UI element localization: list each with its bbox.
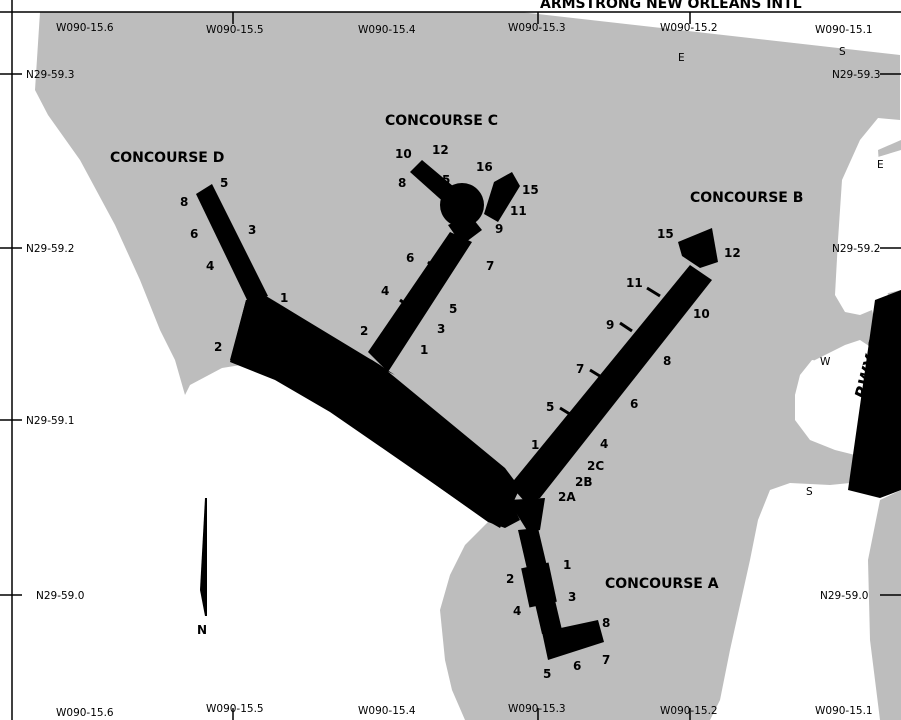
- left-lat-2: N29-59.2: [26, 243, 74, 255]
- gate-label: 1: [563, 558, 571, 572]
- gate-label: 10: [395, 147, 412, 161]
- bottom-lon-6: W090-15.1: [815, 705, 873, 717]
- gate-label: 9: [606, 318, 614, 332]
- gate-label: 9: [495, 222, 503, 236]
- gate-label: 2A: [558, 490, 576, 504]
- gate-label: 8: [602, 616, 610, 630]
- taxiway-e-top: E: [678, 52, 685, 64]
- right-lat-3: N29-59.0: [820, 590, 868, 602]
- gate-label: 8: [180, 195, 188, 209]
- gate-label: 10: [693, 307, 710, 321]
- right-lat-2: N29-59.2: [832, 243, 880, 255]
- gate-label: 16: [476, 160, 493, 174]
- gate-label: 6: [190, 227, 198, 241]
- concourse-b-label: CONCOURSE B: [690, 190, 803, 206]
- gate-label: 5: [220, 176, 228, 190]
- gate-label: 6: [573, 659, 581, 673]
- gate-label: 2B: [575, 475, 593, 489]
- gate-label: 2: [214, 340, 222, 354]
- taxiway-e-right: E: [877, 159, 884, 171]
- gate-label: 7: [576, 362, 584, 376]
- north-arrow-icon: [200, 498, 207, 616]
- gate-label: 1: [280, 291, 288, 305]
- taxiway-w: W: [820, 356, 831, 368]
- airport-title: ARMSTRONG NEW ORLEANS INTL: [540, 0, 802, 12]
- gate-label: 5: [449, 302, 457, 316]
- top-lon-2: W090-15.5: [206, 24, 264, 36]
- left-lat-3: N29-59.1: [26, 415, 74, 427]
- infield-top: [842, 150, 901, 300]
- bottom-lon-5: W090-15.2: [660, 705, 718, 717]
- left-lat-1: N29-59.3: [26, 69, 74, 81]
- gate-label: 8: [398, 176, 406, 190]
- gate-label: 11: [626, 276, 643, 290]
- gate-label: 6: [406, 251, 414, 265]
- bottom-lon-4: W090-15.3: [508, 703, 566, 715]
- gate-label: 15: [522, 183, 539, 197]
- gate-label: 11: [510, 204, 527, 218]
- gate-label: 8: [663, 354, 671, 368]
- concourse-c-label: CONCOURSE C: [385, 113, 498, 129]
- gate-label: 2C: [587, 459, 604, 473]
- gate-label: 4: [381, 284, 389, 298]
- gate-label: 4: [600, 437, 608, 451]
- gate-label: 5: [543, 667, 551, 681]
- north-label: N: [197, 623, 207, 637]
- bottom-lon-2: W090-15.5: [206, 703, 264, 715]
- gate-label: 1: [531, 438, 539, 452]
- top-lon-3: W090-15.4: [358, 24, 416, 36]
- gate-label: 15: [657, 227, 674, 241]
- bottom-lon-3: W090-15.4: [358, 705, 416, 717]
- top-lon-5: W090-15.2: [660, 22, 718, 34]
- gate-label: 3: [248, 223, 256, 237]
- top-lon-4: W090-15.3: [508, 22, 566, 34]
- gate-label: 12: [432, 143, 449, 157]
- gate-label: 3: [437, 322, 445, 336]
- bottom-lon-1: W090-15.6: [56, 707, 114, 719]
- gate-label: 5: [546, 400, 554, 414]
- gate-label: 6: [630, 397, 638, 411]
- gate-label: 5: [442, 173, 450, 187]
- left-lat-4: N29-59.0: [36, 590, 84, 602]
- gate-label: 3: [568, 590, 576, 604]
- right-lat-1: N29-59.3: [832, 69, 880, 81]
- gate-label: 4: [206, 259, 214, 273]
- gate-label: 12: [724, 246, 741, 260]
- taxiway-s-top: S: [839, 46, 846, 58]
- concourse-a-label: CONCOURSE A: [605, 576, 719, 592]
- top-lon-6: W090-15.1: [815, 24, 873, 36]
- top-lon-1: W090-15.6: [56, 22, 114, 34]
- gate-label: 4: [513, 604, 521, 618]
- taxiway-s-bottom: S: [806, 486, 813, 498]
- gate-label: 7: [602, 653, 610, 667]
- gate-label: 1: [420, 343, 428, 357]
- concourse-d-label: CONCOURSE D: [110, 150, 224, 166]
- gate-label: 2: [506, 572, 514, 586]
- gate-label: 2: [360, 324, 368, 338]
- gate-label: 7: [486, 259, 494, 273]
